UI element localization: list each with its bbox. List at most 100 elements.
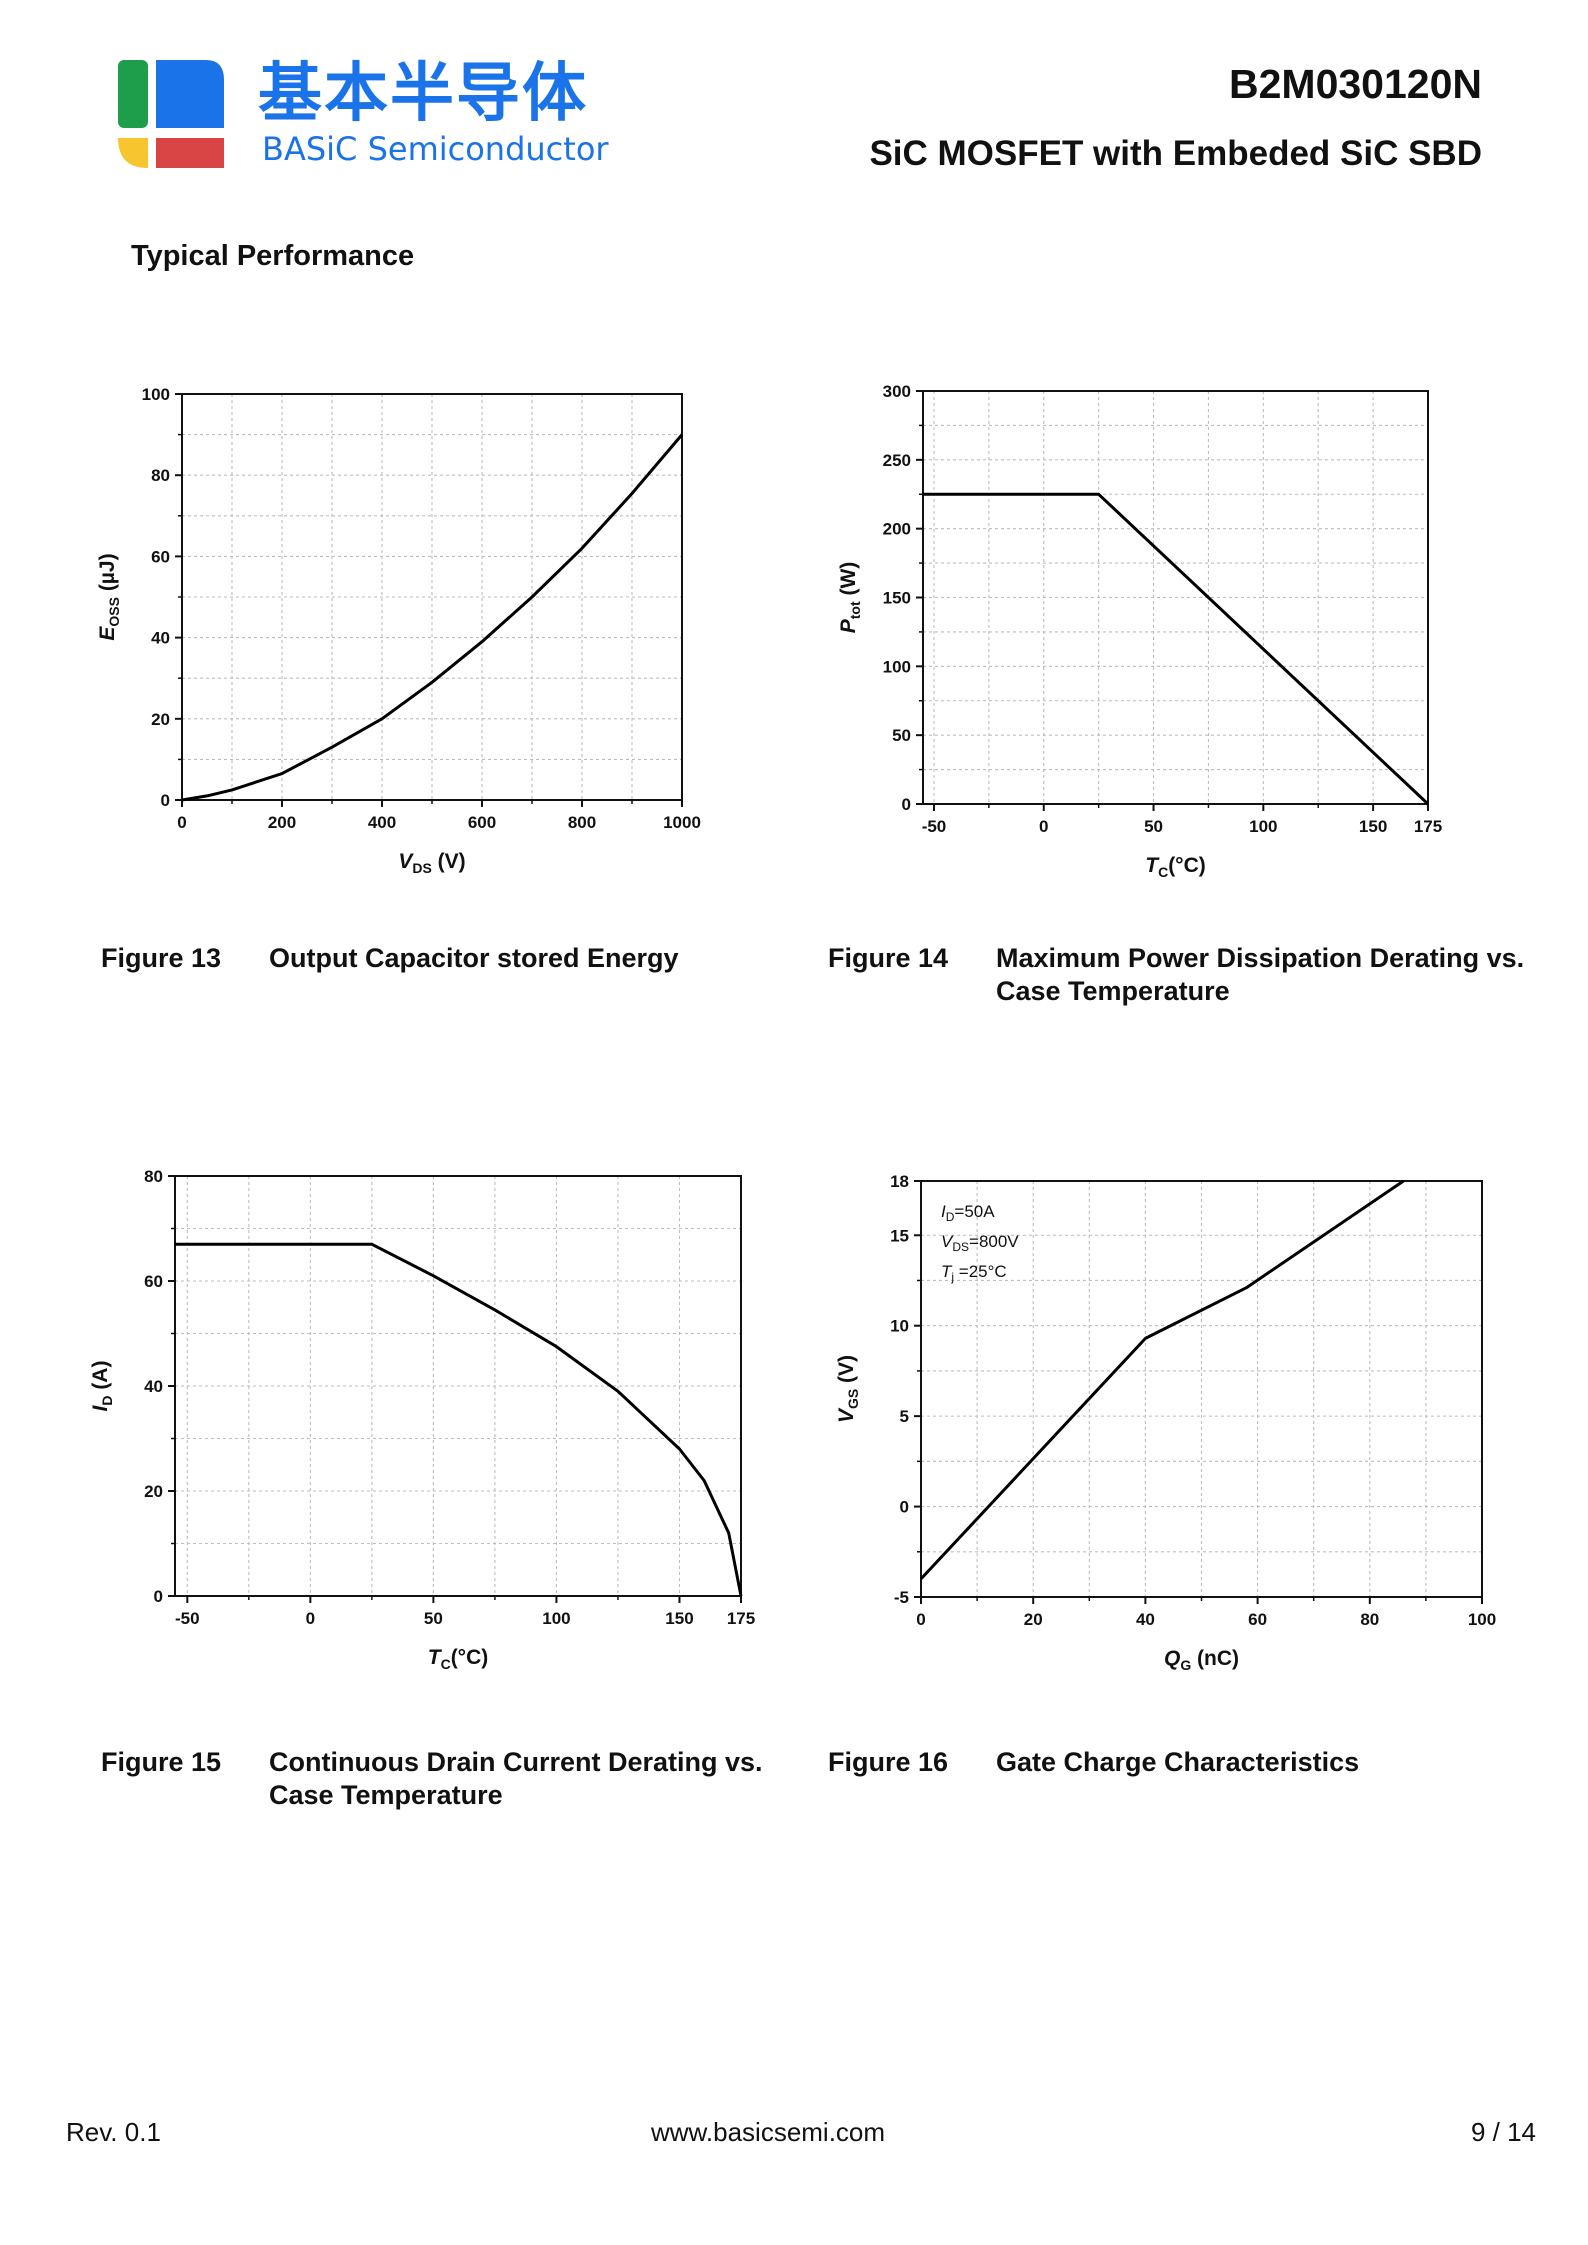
y-tick-label: 40 bbox=[144, 1377, 163, 1396]
annotation-text: Tj =25°C bbox=[941, 1262, 1007, 1284]
x-tick-label: -50 bbox=[922, 817, 947, 836]
x-tick-label: 800 bbox=[568, 813, 596, 832]
x-tick-label: 150 bbox=[1359, 817, 1387, 836]
x-axis-title-unit: (°C) bbox=[1168, 854, 1206, 877]
x-tick-label: 20 bbox=[1024, 1610, 1043, 1629]
series-line bbox=[175, 1242, 743, 1597]
figure-title: Output Capacitor stored Energy bbox=[269, 943, 679, 973]
x-tick-label: 40 bbox=[1136, 1610, 1155, 1629]
x-axis-title: QG (nC) bbox=[1164, 1647, 1239, 1673]
y-tick-label: 40 bbox=[151, 629, 170, 648]
y-axis-title-subscript: D bbox=[99, 1396, 115, 1406]
x-tick-label: 175 bbox=[727, 1609, 755, 1628]
logo-chinese-text: 基本半导体 bbox=[258, 57, 588, 131]
x-axis-title-subscript: C bbox=[441, 1656, 451, 1672]
y-tick-label: 0 bbox=[900, 1498, 909, 1517]
annotation-text: ID=50A bbox=[941, 1202, 995, 1224]
y-axis-title-symbol: P bbox=[837, 618, 860, 633]
y-tick-label: 60 bbox=[151, 547, 170, 566]
x-tick-label: 100 bbox=[542, 1609, 570, 1628]
annotation-value: =50A bbox=[954, 1202, 995, 1221]
annotation-subscript: DS bbox=[952, 1240, 969, 1254]
x-axis-title-unit: (V) bbox=[432, 850, 466, 873]
y-tick-label: 100 bbox=[883, 657, 911, 676]
figure-number: Figure 15 bbox=[101, 1747, 222, 1777]
y-tick-label: -5 bbox=[894, 1588, 909, 1607]
figure-title: Continuous Drain Current Derating vs. Ca… bbox=[269, 1747, 763, 1810]
x-axis-title-symbol: T bbox=[428, 1646, 443, 1669]
y-tick-label: 0 bbox=[161, 791, 170, 810]
x-axis-title: TC(°C) bbox=[428, 1646, 489, 1672]
x-tick-label: 0 bbox=[177, 813, 186, 832]
x-axis-title-unit: (°C) bbox=[451, 1646, 489, 1669]
x-axis-title-symbol: T bbox=[1145, 854, 1160, 877]
y-tick-label: 100 bbox=[142, 385, 170, 404]
y-axis-title-unit: (µJ) bbox=[96, 553, 119, 597]
annotation-text: VDS=800V bbox=[941, 1232, 1019, 1254]
y-tick-label: 15 bbox=[890, 1226, 909, 1245]
y-axis-title: EOSS (µJ) bbox=[96, 553, 122, 640]
x-tick-label: 600 bbox=[468, 813, 496, 832]
y-tick-label: 80 bbox=[151, 466, 170, 485]
x-tick-label: 80 bbox=[1360, 1610, 1379, 1629]
x-tick-label: 100 bbox=[1468, 1610, 1496, 1629]
x-axis-title-unit: (nC) bbox=[1191, 1647, 1239, 1670]
x-tick-label: 0 bbox=[916, 1610, 925, 1629]
x-tick-label: 400 bbox=[368, 813, 396, 832]
series-line bbox=[923, 492, 1430, 806]
y-axis-title-subscript: OSS bbox=[106, 597, 122, 627]
series-line bbox=[919, 1179, 1405, 1580]
x-tick-label: 0 bbox=[306, 1609, 315, 1628]
y-tick-label: 80 bbox=[144, 1167, 163, 1186]
y-axis-title: ID (A) bbox=[89, 1361, 115, 1412]
footer-page-number: 9 / 14 bbox=[1470, 2117, 1536, 2147]
annotation-value: =25°C bbox=[954, 1262, 1007, 1281]
x-tick-label: 1000 bbox=[663, 813, 701, 832]
x-tick-label: -50 bbox=[175, 1609, 200, 1628]
x-tick-label: 50 bbox=[1144, 817, 1163, 836]
y-axis-title-subscript: tot bbox=[847, 601, 863, 619]
annotation-symbol: I bbox=[941, 1202, 946, 1221]
y-axis-title-unit: (W) bbox=[837, 562, 860, 602]
y-tick-label: 60 bbox=[144, 1272, 163, 1291]
part-description: SiC MOSFET with Embeded SiC SBD bbox=[869, 134, 1482, 173]
y-tick-label: 5 bbox=[900, 1407, 909, 1426]
annotation-symbol: V bbox=[941, 1232, 954, 1251]
x-tick-label: 150 bbox=[665, 1609, 693, 1628]
x-axis-title-symbol: V bbox=[398, 850, 414, 873]
y-axis-title-symbol: V bbox=[835, 1407, 858, 1423]
figure-number: Figure 16 bbox=[828, 1747, 949, 1777]
annotation-subscript: D bbox=[946, 1210, 955, 1224]
x-axis-title-subscript: G bbox=[1180, 1657, 1191, 1673]
logo-english-text: BASiC Semiconductor bbox=[262, 130, 609, 168]
x-tick-label: 60 bbox=[1248, 1610, 1267, 1629]
x-tick-label: 200 bbox=[268, 813, 296, 832]
y-tick-label: 150 bbox=[883, 589, 911, 608]
y-axis-title: Ptot (W) bbox=[837, 562, 863, 634]
x-axis-title-subscript: C bbox=[1158, 864, 1168, 880]
section-title: Typical Performance bbox=[131, 240, 415, 272]
x-tick-label: 175 bbox=[1414, 817, 1442, 836]
y-tick-label: 10 bbox=[890, 1317, 909, 1336]
figure-title: Maximum Power Dissipation Derating vs. C… bbox=[996, 943, 1525, 1006]
x-tick-label: 100 bbox=[1249, 817, 1277, 836]
annotation-value: =800V bbox=[969, 1232, 1019, 1251]
x-tick-label: 50 bbox=[424, 1609, 443, 1628]
y-axis-title-symbol: E bbox=[96, 626, 119, 641]
y-tick-label: 50 bbox=[892, 726, 911, 745]
footer-website-link[interactable]: www.basicsemi.com bbox=[651, 2117, 886, 2147]
x-axis-title: TC(°C) bbox=[1145, 854, 1206, 880]
series-line bbox=[181, 433, 684, 802]
y-tick-label: 20 bbox=[151, 710, 170, 729]
y-tick-label: 200 bbox=[883, 520, 911, 539]
y-tick-label: 18 bbox=[890, 1172, 909, 1191]
y-tick-label: 0 bbox=[154, 1587, 163, 1606]
x-axis-title-symbol: Q bbox=[1164, 1647, 1180, 1670]
y-axis-title-unit: (A) bbox=[89, 1361, 112, 1396]
figure-number: Figure 13 bbox=[101, 943, 222, 973]
figure-number: Figure 14 bbox=[828, 943, 949, 973]
figure-title: Gate Charge Characteristics bbox=[996, 1747, 1360, 1777]
